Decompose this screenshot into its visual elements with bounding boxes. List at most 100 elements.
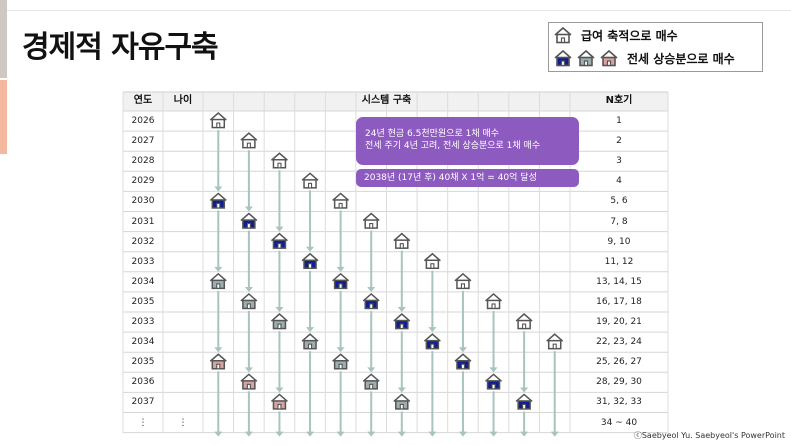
house-outline-icon <box>393 232 411 249</box>
n-cell: 13, 14, 15 <box>596 276 642 287</box>
header-age: 나이 <box>173 95 193 106</box>
arrow-head <box>214 266 223 272</box>
year-cell: ⋮ <box>138 417 148 428</box>
arrow-head <box>275 387 284 393</box>
table-header-bg <box>123 92 668 111</box>
arrow-head <box>275 431 284 437</box>
year-cell: 2037 <box>131 397 155 408</box>
age-cell <box>163 272 203 292</box>
age-cell <box>163 392 203 412</box>
arrow-head <box>397 307 406 313</box>
house-outline-icon <box>240 132 258 149</box>
arrow-head <box>520 387 529 393</box>
arrow-head <box>244 367 253 373</box>
house-pink-icon <box>600 49 618 67</box>
year-cell: 2028 <box>131 156 155 167</box>
year-cell: 2034 <box>131 276 155 287</box>
arrow-head <box>214 347 223 353</box>
arrow-head <box>367 431 376 437</box>
year-cell: 2035 <box>131 357 155 368</box>
year-cell: 2031 <box>131 216 155 227</box>
house-navy-icon <box>423 333 441 350</box>
header-system: 시스템 구축 <box>361 95 412 106</box>
house-navy-icon <box>362 292 380 310</box>
n-cell: 31, 32, 33 <box>596 397 642 408</box>
house-gray-icon <box>393 393 411 410</box>
age-cell <box>163 151 203 171</box>
legend-box: 급여 축적으로 매수 전세 상승분으로 매수 <box>548 22 763 72</box>
arrow-head <box>367 286 376 292</box>
year-cell: 2033 <box>131 256 155 267</box>
house-outline-icon <box>554 26 572 44</box>
arrow-head <box>458 431 467 437</box>
year-cell: 2036 <box>131 377 155 388</box>
arrow-head <box>458 347 467 353</box>
n-cell: 1 <box>616 116 622 126</box>
arrow-head <box>336 431 345 437</box>
top-divider <box>7 10 791 11</box>
year-cell: 2027 <box>131 136 155 147</box>
house-navy-icon <box>393 313 411 330</box>
house-navy-icon <box>554 49 572 67</box>
year-cell: 2035 <box>131 296 155 307</box>
house-navy-icon <box>485 373 503 390</box>
house-gray-icon <box>301 333 319 350</box>
arrow-head <box>397 431 406 437</box>
house-navy-icon <box>270 232 288 249</box>
house-outline-icon <box>454 272 472 290</box>
age-cell <box>163 232 203 252</box>
age-cell <box>163 292 203 312</box>
n-cell: 16, 17, 18 <box>596 296 642 307</box>
header-year: 연도 <box>133 95 153 106</box>
n-cell: 3 <box>616 156 622 167</box>
age-cell <box>163 111 203 131</box>
house-gray-icon <box>240 292 258 310</box>
arrow-head <box>214 186 223 192</box>
arrow-head <box>550 431 559 437</box>
legend-row-salary: 급여 축적으로 매수 <box>553 26 678 44</box>
house-outline-icon <box>270 152 288 169</box>
plan-callout-line2: 전세 주기 4년 고려, 전세 상승분으로 1채 매수 <box>365 141 541 151</box>
house-pink-icon <box>209 353 227 370</box>
house-navy-icon <box>301 252 319 269</box>
arrow-head <box>367 367 376 373</box>
arrow-head <box>275 307 284 313</box>
age-cell <box>163 312 203 332</box>
legend-lease-label: 전세 상승분으로 매수 <box>627 51 735 66</box>
arrow-head <box>275 226 284 232</box>
arrow-head <box>244 206 253 212</box>
house-navy-icon <box>515 393 533 410</box>
arrow-head <box>489 431 498 437</box>
n-cell: 28, 29, 30 <box>596 377 642 388</box>
arrow-head <box>214 431 223 437</box>
arrow-head <box>520 431 529 437</box>
house-outline-icon <box>301 172 319 189</box>
house-navy-icon <box>332 272 350 290</box>
house-navy-icon <box>240 212 258 229</box>
year-cell: 2033 <box>131 317 155 327</box>
n-cell: 4 <box>616 176 622 187</box>
arrow-head <box>336 266 345 272</box>
house-pink-icon <box>270 393 288 410</box>
house-outline-icon <box>423 252 441 269</box>
age-cell <box>163 252 203 272</box>
house-gray-icon <box>209 272 227 290</box>
n-cell: 25, 26, 27 <box>596 357 642 368</box>
arrow-head <box>244 431 253 437</box>
arrow-head <box>306 327 315 333</box>
n-cell: 5, 6 <box>610 196 628 207</box>
age-cell <box>163 212 203 232</box>
house-gray-icon <box>270 313 288 330</box>
house-outline-icon <box>546 333 564 350</box>
house-gray-icon <box>332 353 350 370</box>
age-cell: ⋮ <box>178 417 188 428</box>
age-cell <box>163 191 203 211</box>
house-outline-icon <box>209 112 227 129</box>
age-cell <box>163 332 203 352</box>
house-gray-icon <box>577 49 595 67</box>
house-pink-icon <box>240 373 258 390</box>
house-outline-icon <box>485 292 503 310</box>
house-outline-icon <box>515 313 533 330</box>
